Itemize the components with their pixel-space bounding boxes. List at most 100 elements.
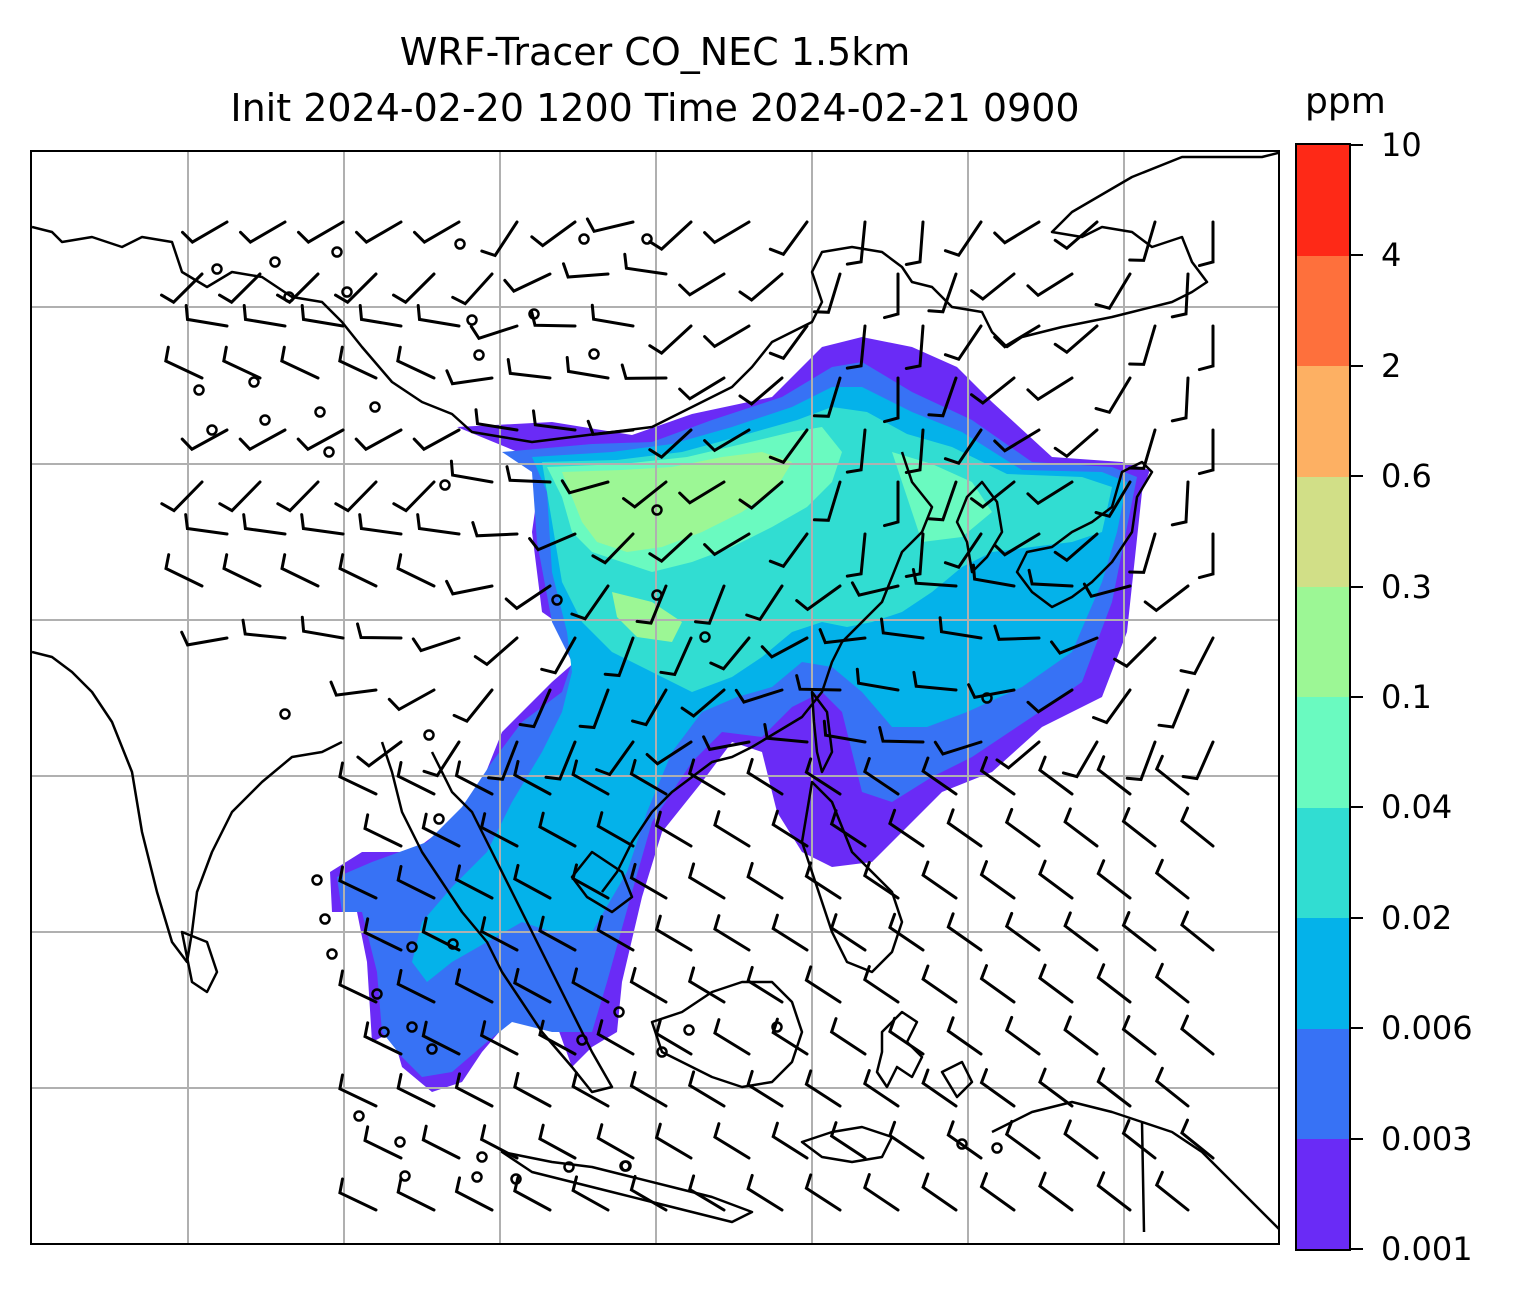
wind-barb xyxy=(888,1016,925,1056)
wind-barb xyxy=(586,419,635,437)
wind-barb xyxy=(904,428,925,474)
wind-barb xyxy=(1128,324,1157,366)
wind-barb xyxy=(1026,480,1074,506)
wind-barb xyxy=(596,1019,635,1056)
wind-barb xyxy=(883,376,900,424)
wind-barb xyxy=(921,860,958,900)
wind-barb xyxy=(596,1123,635,1160)
wind-barb xyxy=(768,324,809,361)
wind-barb xyxy=(513,1175,552,1212)
colorbar-tick xyxy=(1351,1137,1363,1140)
colorbar-tick-label: 0.04 xyxy=(1381,788,1453,827)
wind-barb xyxy=(296,428,345,452)
wind-barb xyxy=(1170,272,1190,319)
calm-wind-marker xyxy=(447,938,459,950)
wind-barb xyxy=(927,272,958,314)
wind-barb xyxy=(771,1017,809,1056)
wind-barb xyxy=(734,688,784,704)
wind-barb xyxy=(904,324,925,370)
wind-barb xyxy=(946,1016,983,1056)
coastline-korea-japan xyxy=(955,460,1154,609)
calm-wind-markers xyxy=(193,233,1003,1185)
calm-wind-marker xyxy=(641,233,653,245)
wind-barb xyxy=(354,428,403,452)
wind-barb xyxy=(396,969,436,1004)
wind-barb xyxy=(1026,376,1074,402)
wind-barb xyxy=(571,1175,610,1212)
wind-barb xyxy=(1038,1067,1074,1108)
wind-barb xyxy=(164,345,204,380)
wind-barb xyxy=(363,813,403,848)
wind-barb xyxy=(943,220,983,257)
wind-barb xyxy=(863,757,900,796)
map-title-line-1: WRF-Tracer CO_NEC 1.5km xyxy=(399,30,911,74)
colorbar-segment xyxy=(1297,586,1349,698)
wind-barb xyxy=(904,220,925,266)
wind-barb xyxy=(1096,755,1132,796)
wind-barb xyxy=(445,369,494,386)
wind-barb xyxy=(845,428,867,474)
wind-barb xyxy=(1053,220,1099,251)
wind-barb xyxy=(358,513,403,536)
colorbar-tick xyxy=(1351,916,1363,919)
wind-barb xyxy=(503,272,552,293)
wind-barb xyxy=(474,408,519,432)
calm-wind-marker xyxy=(619,1160,631,1172)
coastline-india xyxy=(32,650,343,994)
wind-barb xyxy=(363,917,403,952)
calm-wind-marker xyxy=(510,1173,522,1185)
wind-barb xyxy=(1038,859,1074,900)
wind-barb xyxy=(479,1020,519,1056)
wind-barb xyxy=(629,1070,668,1108)
wind-barb xyxy=(1197,220,1215,268)
coastline-taiwan-philippines xyxy=(800,690,904,974)
calm-wind-marker xyxy=(353,1110,365,1122)
wind-barb xyxy=(883,272,900,320)
calm-wind-marker xyxy=(551,594,563,606)
wind-barb xyxy=(338,1073,378,1108)
wind-barb xyxy=(421,1124,461,1160)
wind-barb xyxy=(863,1173,900,1212)
wind-barb xyxy=(1154,754,1190,796)
wind-barb xyxy=(480,220,519,258)
wind-barb xyxy=(623,252,668,276)
colorbar-segment xyxy=(1297,917,1349,1029)
wind-barb xyxy=(1128,532,1157,574)
wind-barb xyxy=(771,809,809,848)
wind-barb xyxy=(338,345,378,380)
calm-wind-marker xyxy=(528,308,540,320)
calm-wind-marker xyxy=(588,348,600,360)
wind-barb xyxy=(678,376,726,401)
calm-wind-marker xyxy=(279,708,291,720)
wind-barb xyxy=(713,1122,751,1160)
wind-barb xyxy=(356,622,403,640)
wind-barb xyxy=(1038,963,1074,1004)
wind-barb xyxy=(1026,272,1074,298)
colorbar-tick-label: 0.6 xyxy=(1381,457,1432,496)
wind-barb xyxy=(687,1070,726,1108)
wind-barb xyxy=(1094,480,1132,519)
wind-barb xyxy=(538,1019,577,1056)
wind-barb xyxy=(329,680,378,697)
colorbar-tick-label: 2 xyxy=(1381,346,1402,385)
wind-barb xyxy=(452,688,494,723)
wind-barb xyxy=(473,636,519,667)
wind-barb xyxy=(850,581,900,597)
wind-barb xyxy=(334,272,378,305)
calm-wind-marker xyxy=(651,504,663,516)
colorbar-tick xyxy=(1351,144,1363,146)
colorbar-tick-label: 0.3 xyxy=(1381,567,1432,606)
wind-barb xyxy=(1154,858,1190,900)
wind-barb xyxy=(995,740,1041,770)
wind-barb xyxy=(1197,324,1215,372)
wind-barb xyxy=(571,759,610,796)
wind-barb xyxy=(943,532,983,569)
wind-barb xyxy=(1113,636,1157,669)
calm-wind-marker xyxy=(314,406,326,418)
wind-barb xyxy=(1038,1171,1074,1212)
wind-barb xyxy=(979,756,1016,796)
wind-barb xyxy=(1027,568,1074,588)
colorbar-segment xyxy=(1297,255,1349,367)
wind-barb xyxy=(300,304,345,328)
wind-barb xyxy=(927,376,958,418)
